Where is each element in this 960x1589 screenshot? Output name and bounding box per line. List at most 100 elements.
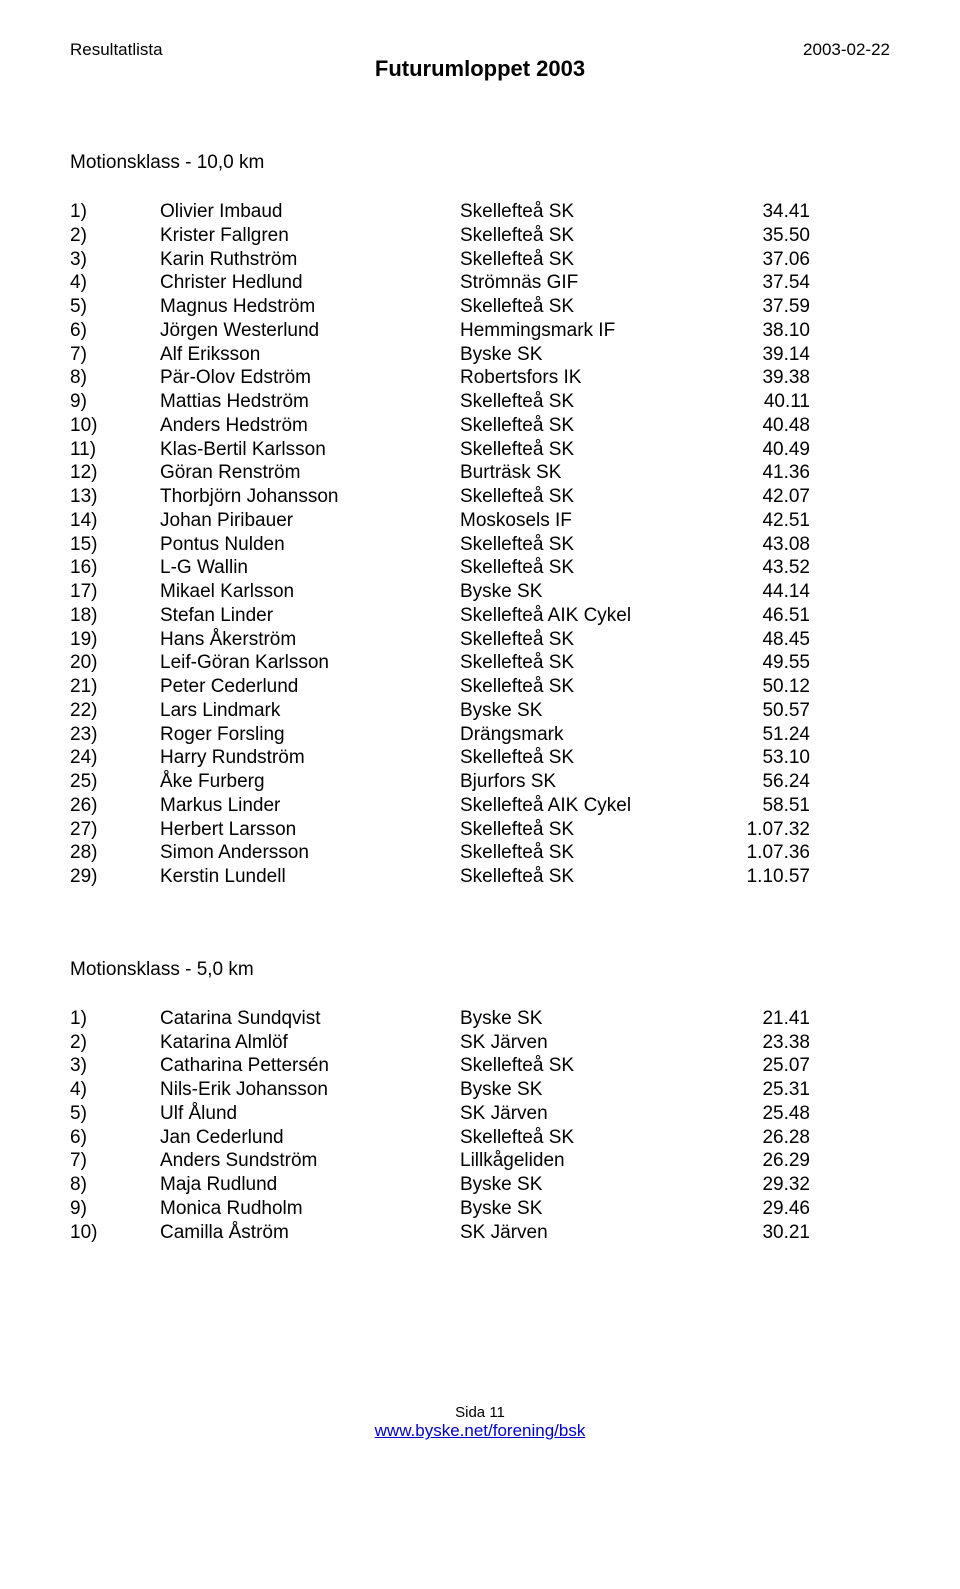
cell-place: 22)	[70, 699, 160, 723]
cell-name: Katarina Almlöf	[160, 1031, 460, 1055]
cell-place: 9)	[70, 1197, 160, 1221]
table-row: 16)L-G WallinSkellefteå SK43.52	[70, 556, 890, 580]
cell-place: 27)	[70, 818, 160, 842]
cell-place: 1)	[70, 200, 160, 224]
cell-time: 1.07.32	[710, 818, 810, 842]
page: Resultatlista 2003-02-22 Futurumloppet 2…	[0, 0, 960, 1471]
cell-time: 1.10.57	[710, 865, 810, 889]
cell-name: Lars Lindmark	[160, 699, 460, 723]
cell-time: 51.24	[710, 723, 810, 747]
cell-name: Anders Hedström	[160, 414, 460, 438]
results-table: 1)Olivier ImbaudSkellefteå SK34.412)Kris…	[70, 200, 890, 889]
cell-name: Herbert Larsson	[160, 818, 460, 842]
cell-place: 29)	[70, 865, 160, 889]
cell-club: Skellefteå SK	[460, 533, 710, 557]
table-row: 28)Simon AnderssonSkellefteå SK1.07.36	[70, 841, 890, 865]
cell-name: Harry Rundström	[160, 746, 460, 770]
cell-place: 19)	[70, 628, 160, 652]
cell-club: Strömnäs GIF	[460, 271, 710, 295]
cell-club: Robertsfors IK	[460, 366, 710, 390]
cell-club: SK Järven	[460, 1102, 710, 1126]
cell-time: 43.08	[710, 533, 810, 557]
cell-place: 5)	[70, 295, 160, 319]
cell-name: Olivier Imbaud	[160, 200, 460, 224]
cell-club: Byske SK	[460, 580, 710, 604]
cell-place: 8)	[70, 366, 160, 390]
table-row: 23)Roger ForslingDrängsmark51.24	[70, 723, 890, 747]
cell-club: Skellefteå SK	[460, 651, 710, 675]
cell-place: 14)	[70, 509, 160, 533]
cell-time: 23.38	[710, 1031, 810, 1055]
cell-name: Peter Cederlund	[160, 675, 460, 699]
cell-time: 25.07	[710, 1054, 810, 1078]
cell-name: Göran Renström	[160, 461, 460, 485]
cell-club: Skellefteå SK	[460, 628, 710, 652]
cell-name: Kerstin Lundell	[160, 865, 460, 889]
cell-name: L-G Wallin	[160, 556, 460, 580]
cell-club: Hemmingsmark IF	[460, 319, 710, 343]
cell-time: 1.07.36	[710, 841, 810, 865]
cell-time: 46.51	[710, 604, 810, 628]
cell-name: Karin Ruthström	[160, 248, 460, 272]
cell-place: 16)	[70, 556, 160, 580]
cell-name: Magnus Hedström	[160, 295, 460, 319]
footer-page-label: Sida	[455, 1404, 485, 1421]
table-row: 17)Mikael KarlssonByske SK44.14	[70, 580, 890, 604]
results-table: 1)Catarina SundqvistByske SK21.412)Katar…	[70, 1007, 890, 1245]
cell-time: 39.14	[710, 343, 810, 367]
section-heading: Motionsklass - 5,0 km	[70, 959, 890, 981]
cell-name: Markus Linder	[160, 794, 460, 818]
cell-name: Mikael Karlsson	[160, 580, 460, 604]
cell-place: 17)	[70, 580, 160, 604]
cell-time: 48.45	[710, 628, 810, 652]
cell-club: Byske SK	[460, 1078, 710, 1102]
cell-club: Skellefteå SK	[460, 248, 710, 272]
cell-time: 44.14	[710, 580, 810, 604]
cell-place: 1)	[70, 1007, 160, 1031]
cell-place: 28)	[70, 841, 160, 865]
table-row: 4)Christer HedlundStrömnäs GIF37.54	[70, 271, 890, 295]
cell-place: 3)	[70, 1054, 160, 1078]
cell-time: 39.38	[710, 366, 810, 390]
cell-place: 21)	[70, 675, 160, 699]
cell-time: 40.48	[710, 414, 810, 438]
cell-name: Simon Andersson	[160, 841, 460, 865]
cell-club: Skellefteå SK	[460, 1126, 710, 1150]
cell-place: 2)	[70, 224, 160, 248]
table-row: 9)Monica RudholmByske SK29.46	[70, 1197, 890, 1221]
table-row: 27)Herbert LarssonSkellefteå SK1.07.32	[70, 818, 890, 842]
table-row: 7)Anders SundströmLillkågeliden26.29	[70, 1149, 890, 1173]
cell-time: 40.11	[710, 390, 810, 414]
footer-link[interactable]: www.byske.net/forening/bsk	[375, 1421, 586, 1440]
header-left: Resultatlista	[70, 40, 163, 60]
cell-place: 7)	[70, 1149, 160, 1173]
cell-club: SK Järven	[460, 1031, 710, 1055]
event-title: Futurumloppet 2003	[70, 56, 890, 82]
table-row: 19)Hans ÅkerströmSkellefteå SK48.45	[70, 628, 890, 652]
cell-name: Ulf Ålund	[160, 1102, 460, 1126]
table-row: 10)Camilla ÅströmSK Järven30.21	[70, 1221, 890, 1245]
cell-time: 25.48	[710, 1102, 810, 1126]
cell-place: 4)	[70, 1078, 160, 1102]
cell-time: 25.31	[710, 1078, 810, 1102]
cell-time: 53.10	[710, 746, 810, 770]
table-row: 8)Pär-Olov EdströmRobertsfors IK39.38	[70, 366, 890, 390]
cell-place: 18)	[70, 604, 160, 628]
cell-time: 49.55	[710, 651, 810, 675]
cell-place: 13)	[70, 485, 160, 509]
cell-name: Catarina Sundqvist	[160, 1007, 460, 1031]
cell-place: 6)	[70, 1126, 160, 1150]
cell-place: 7)	[70, 343, 160, 367]
cell-name: Maja Rudlund	[160, 1173, 460, 1197]
table-row: 5)Ulf ÅlundSK Järven25.48	[70, 1102, 890, 1126]
cell-time: 58.51	[710, 794, 810, 818]
table-row: 12)Göran RenströmBurträsk SK41.36	[70, 461, 890, 485]
cell-name: Johan Piribauer	[160, 509, 460, 533]
cell-place: 11)	[70, 438, 160, 462]
table-row: 11)Klas-Bertil KarlssonSkellefteå SK40.4…	[70, 438, 890, 462]
cell-name: Klas-Bertil Karlsson	[160, 438, 460, 462]
cell-club: Skellefteå SK	[460, 390, 710, 414]
header-right: 2003-02-22	[803, 40, 890, 60]
cell-time: 42.51	[710, 509, 810, 533]
cell-place: 20)	[70, 651, 160, 675]
